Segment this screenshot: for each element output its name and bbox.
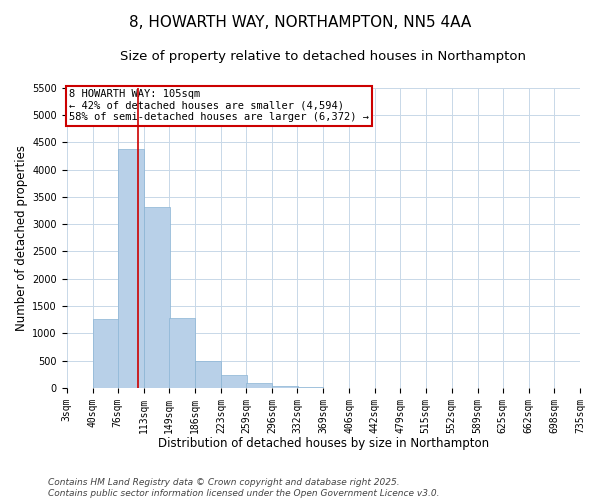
Text: 8 HOWARTH WAY: 105sqm
← 42% of detached houses are smaller (4,594)
58% of semi-d: 8 HOWARTH WAY: 105sqm ← 42% of detached …: [69, 90, 369, 122]
Y-axis label: Number of detached properties: Number of detached properties: [15, 145, 28, 331]
Bar: [118, 149, 144, 388]
Bar: [272, 386, 298, 388]
X-axis label: Distribution of detached houses by size in Northampton: Distribution of detached houses by size …: [158, 437, 489, 450]
Bar: [92, 318, 119, 388]
Text: Contains HM Land Registry data © Crown copyright and database right 2025.
Contai: Contains HM Land Registry data © Crown c…: [48, 478, 439, 498]
Text: 8, HOWARTH WAY, NORTHAMPTON, NN5 4AA: 8, HOWARTH WAY, NORTHAMPTON, NN5 4AA: [129, 15, 471, 30]
Bar: [195, 360, 221, 388]
Bar: [246, 384, 272, 388]
Bar: [221, 376, 247, 388]
Bar: [169, 318, 195, 388]
Bar: [144, 206, 170, 388]
Title: Size of property relative to detached houses in Northampton: Size of property relative to detached ho…: [121, 50, 526, 63]
